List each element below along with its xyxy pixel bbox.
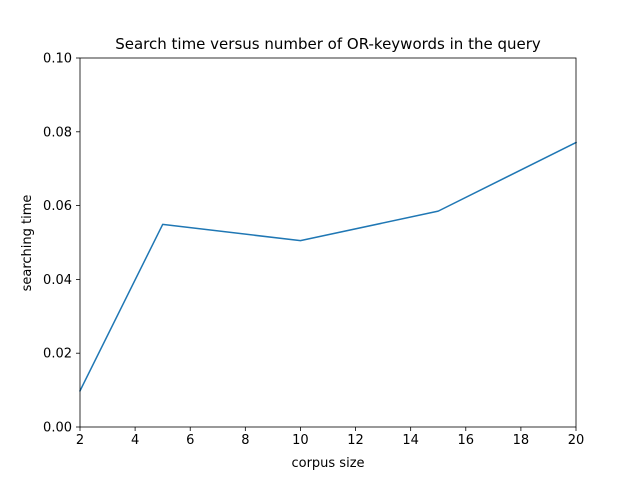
y-tick-label: 0.02 [43, 347, 72, 362]
plot-area: 2 4 6 8 10 12 14 16 18 20 0.00 0.02 0.04 0.06 0.08 0.10 [43, 52, 584, 449]
axes-frame [79, 57, 577, 428]
x-tick-label: 6 [186, 433, 194, 448]
y-tick-label: 0.10 [43, 52, 72, 67]
y-tick-label: 0.04 [43, 273, 72, 288]
x-tick-label: 16 [458, 433, 475, 448]
y-tick-label: 0.00 [43, 421, 72, 436]
chart-title: Search time versus number of OR-keywords… [115, 35, 541, 53]
x-axis-label: corpus size [291, 456, 364, 471]
x-tick-label: 14 [402, 433, 419, 448]
x-tick-label: 12 [347, 433, 364, 448]
series-line-0 [78, 141, 578, 392]
x-tick-label: 20 [568, 433, 585, 448]
x-tick-label: 2 [76, 433, 84, 448]
x-tick-label: 4 [131, 433, 139, 448]
y-tick-label: 0.08 [43, 125, 72, 140]
y-axis-label: searching time [20, 195, 35, 292]
x-tick-label: 18 [513, 433, 530, 448]
x-tick-label: 10 [292, 433, 309, 448]
x-tick-label: 8 [241, 433, 249, 448]
y-tick-label: 0.06 [43, 199, 72, 214]
